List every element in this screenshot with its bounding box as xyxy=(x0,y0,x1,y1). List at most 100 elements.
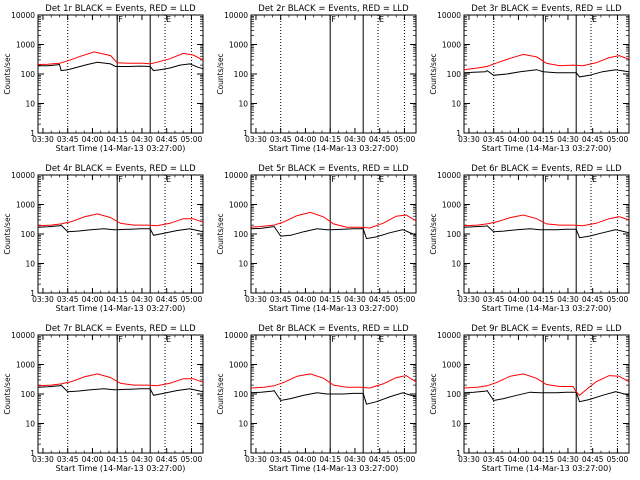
y-axis-label: Counts/sec xyxy=(216,213,225,254)
y-tick-label: 100 xyxy=(447,70,462,79)
y-tick-label: 100 xyxy=(234,230,249,239)
y-tick-label: 10000 xyxy=(11,11,35,20)
y-tick-label: 1000 xyxy=(16,361,35,370)
x-tick-label: 04:00 xyxy=(82,455,104,464)
x-tick-label: 04:15 xyxy=(319,295,341,304)
x-axis-label: Start Time (14-Mar-13 03:27:00) xyxy=(56,304,186,313)
y-tick-label: 10 xyxy=(25,420,35,429)
x-tick-label: 04:00 xyxy=(508,135,530,144)
x-tick-label: 04:15 xyxy=(532,295,554,304)
chart-title: Det 1r BLACK = Events, RED = LLD xyxy=(45,4,196,14)
y-tick-label: 1000 xyxy=(229,361,248,370)
x-tick-label: 04:30 xyxy=(131,295,153,304)
x-tick-label: 03:45 xyxy=(57,455,79,464)
x-tick-label: 05:00 xyxy=(607,295,629,304)
marker-flag: E xyxy=(379,15,384,24)
x-tick-label: 03:45 xyxy=(57,135,79,144)
y-tick-label: 1000 xyxy=(16,201,35,210)
x-tick-label: 03:45 xyxy=(270,135,292,144)
plot-frame xyxy=(463,14,630,134)
marker-flag: E xyxy=(166,335,171,344)
x-tick-label: 04:45 xyxy=(582,135,604,144)
x-tick-label: 04:30 xyxy=(557,295,579,304)
marker-flag: F xyxy=(331,335,336,344)
y-tick-label: 1 xyxy=(456,289,461,298)
chart-panel-7r: Det 7r BLACK = Events, RED = LLD 1 10 100 10… xyxy=(3,324,204,473)
marker-flag: F xyxy=(544,335,549,344)
marker-flag: E xyxy=(166,175,171,184)
x-tick-label: 04:45 xyxy=(156,455,178,464)
y-tick-label: 100 xyxy=(21,390,36,399)
y-tick-label: 1000 xyxy=(442,361,461,370)
y-axis-label: Counts/sec xyxy=(429,213,438,254)
y-tick-label: 10 xyxy=(451,260,461,269)
x-tick-label: 03:45 xyxy=(270,455,292,464)
marker-flag: E xyxy=(379,335,384,344)
x-tick-label: 03:30 xyxy=(458,295,480,304)
marker-flag: F xyxy=(118,15,123,24)
x-axis-label: Start Time (14-Mar-13 03:27:00) xyxy=(269,464,399,473)
y-axis-label: Counts/sec xyxy=(3,213,12,254)
x-tick-label: 03:30 xyxy=(245,135,267,144)
y-tick-label: 1 xyxy=(243,449,248,458)
y-tick-label: 1 xyxy=(30,289,35,298)
y-axis-label: Counts/sec xyxy=(3,53,12,94)
chart-title: Det 7r BLACK = Events, RED = LLD xyxy=(45,324,196,334)
marker-flag: E xyxy=(166,15,171,24)
y-tick-label: 10000 xyxy=(11,331,35,340)
y-tick-label: 1000 xyxy=(229,41,248,50)
x-tick-label: 05:00 xyxy=(181,135,203,144)
x-tick-label: 04:00 xyxy=(295,455,317,464)
series-line-events xyxy=(251,390,416,405)
y-tick-label: 1 xyxy=(243,289,248,298)
x-tick-label: 04:45 xyxy=(369,135,391,144)
chart-panel-5r: Det 5r BLACK = Events, RED = LLD 1 10 100 10… xyxy=(216,164,417,313)
x-tick-label: 04:00 xyxy=(295,295,317,304)
series-line-lld xyxy=(251,211,416,229)
y-tick-label: 10 xyxy=(238,260,248,269)
x-tick-label: 04:15 xyxy=(106,455,128,464)
x-axis-label: Start Time (14-Mar-13 03:27:00) xyxy=(269,144,399,153)
x-axis-label: Start Time (14-Mar-13 03:27:00) xyxy=(56,144,186,153)
marker-flag: F xyxy=(544,175,549,184)
series-line-events xyxy=(38,61,203,72)
x-tick-label: 04:15 xyxy=(106,135,128,144)
x-tick-label: 03:30 xyxy=(458,135,480,144)
marker-flag: E xyxy=(592,335,597,344)
series-line-lld xyxy=(464,53,629,71)
series-line-events xyxy=(38,224,203,236)
x-tick-label: 04:30 xyxy=(344,455,366,464)
plot-frame xyxy=(463,334,630,454)
series-line-events xyxy=(464,225,629,239)
x-tick-label: 04:15 xyxy=(319,455,341,464)
plot-frame xyxy=(250,174,417,294)
y-tick-label: 1000 xyxy=(16,41,35,50)
x-tick-label: 05:00 xyxy=(607,135,629,144)
y-tick-label: 10000 xyxy=(224,331,248,340)
plot-frame xyxy=(463,174,630,294)
x-tick-label: 04:00 xyxy=(295,135,317,144)
x-axis-label: Start Time (14-Mar-13 03:27:00) xyxy=(56,464,186,473)
series-line-events xyxy=(251,225,416,240)
x-tick-label: 04:00 xyxy=(82,135,104,144)
marker-flag: E xyxy=(379,175,384,184)
x-tick-label: 04:30 xyxy=(344,295,366,304)
chart-panel-6r: Det 6r BLACK = Events, RED = LLD 1 10 100 10… xyxy=(429,164,630,313)
x-tick-label: 04:45 xyxy=(582,295,604,304)
y-tick-label: 10000 xyxy=(437,331,461,340)
chart-panel-9r: Det 9r BLACK = Events, RED = LLD 1 10 100 10… xyxy=(429,324,630,473)
y-tick-label: 10 xyxy=(238,100,248,109)
x-tick-label: 03:30 xyxy=(32,455,54,464)
series-line-lld xyxy=(38,51,203,65)
plot-frame xyxy=(37,174,204,294)
x-tick-label: 03:30 xyxy=(32,295,54,304)
x-tick-label: 05:00 xyxy=(394,455,416,464)
x-tick-label: 03:45 xyxy=(57,295,79,304)
x-axis-label: Start Time (14-Mar-13 03:27:00) xyxy=(482,304,612,313)
y-axis-label: Counts/sec xyxy=(216,53,225,94)
marker-flag: E xyxy=(592,175,597,184)
series-line-events xyxy=(38,384,203,396)
y-tick-label: 10 xyxy=(25,100,35,109)
y-tick-label: 100 xyxy=(447,230,462,239)
